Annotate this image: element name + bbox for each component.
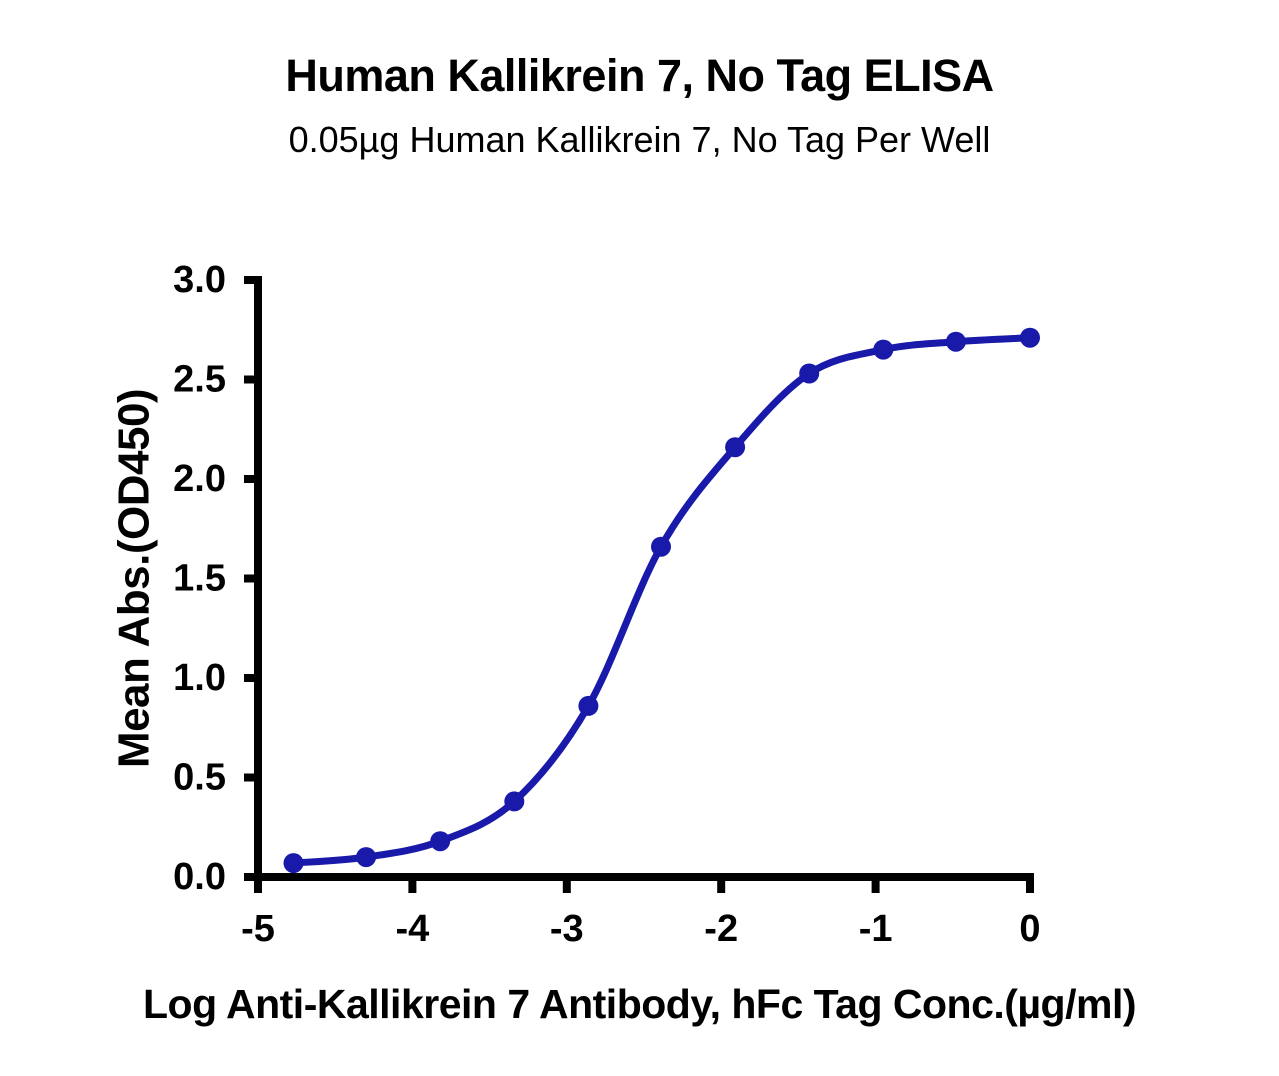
y-axis-tick-label: 1.5 [173, 558, 226, 600]
x-axis-tick-label: -3 [550, 908, 584, 950]
chart-subtitle: 0.05µg Human Kallikrein 7, No Tag Per We… [288, 119, 991, 160]
x-axis-tick-label: -5 [241, 908, 275, 950]
data-point [945, 331, 966, 352]
data-point [504, 791, 525, 812]
y-axis-tick-label: 3.0 [173, 259, 226, 301]
y-axis-title: Mean Abs.(OD450) [110, 389, 159, 768]
data-point [283, 853, 304, 874]
data-point [873, 339, 894, 360]
y-axis-tick-label: 0.0 [173, 856, 226, 898]
x-axis-tick-label: -1 [859, 908, 893, 950]
y-axis-tick-label: 0.5 [173, 757, 226, 799]
data-point [725, 437, 746, 458]
x-axis-tick-label: -4 [396, 908, 430, 950]
data-point [578, 695, 599, 716]
x-axis-tick-label: 0 [1019, 908, 1040, 950]
chart-title: Human Kallikrein 7, No Tag ELISA [285, 50, 994, 101]
data-point [356, 847, 377, 868]
data-point [430, 831, 451, 852]
x-axis-tick-label: -2 [704, 908, 738, 950]
y-axis-tick-label: 2.5 [173, 359, 226, 401]
data-point [799, 363, 820, 384]
data-point [651, 536, 671, 557]
data-point [1020, 327, 1040, 348]
dose-response-curve [290, 334, 1034, 867]
y-axis-tick-label: 1.0 [173, 657, 226, 699]
x-axis-title: Log Anti-Kallikrein 7 Antibody, hFc Tag … [143, 981, 1137, 1027]
y-axis-tick-label: 2.0 [173, 458, 226, 500]
